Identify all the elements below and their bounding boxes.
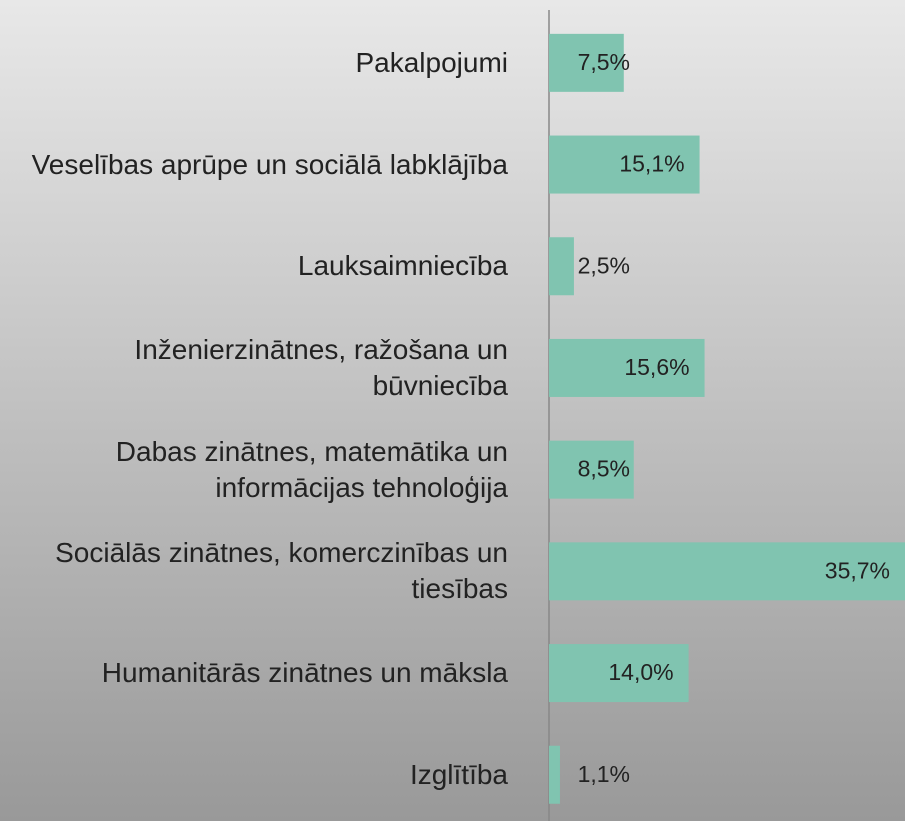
- bar: [549, 542, 905, 601]
- bar: [549, 338, 705, 397]
- category-label: Dabas zinātnes, matemātika un informācij…: [115, 435, 508, 503]
- category-label: Veselības aprūpe un sociālā labklājība: [31, 148, 508, 180]
- category-label: Humanitārās zinātnes un māksla: [101, 657, 508, 689]
- category-label-box: Pakalpojumi: [4, 12, 508, 114]
- value-label: 15,1%: [619, 151, 684, 177]
- category-label-box: Izglītība: [4, 724, 508, 821]
- value-label: 35,7%: [825, 557, 890, 583]
- category-label-box: Dabas zinātnes, matemātika un informācij…: [4, 419, 508, 521]
- category-label: Pakalpojumi: [355, 46, 508, 78]
- category-label: Inženierzinātnes, ražošana un būvniecība: [134, 333, 508, 401]
- category-label: Sociālās zinātnes, komerczinības un ties…: [55, 537, 508, 605]
- value-label: 15,6%: [624, 354, 689, 380]
- value-label: 8,5%: [578, 456, 630, 482]
- category-label: Izglītība: [409, 758, 508, 790]
- bar: [549, 135, 700, 194]
- bar: [549, 745, 560, 804]
- value-label: 1,1%: [578, 761, 630, 787]
- bar: [549, 33, 624, 92]
- category-label: Lauksaimniecība: [297, 250, 508, 282]
- category-label-box: Veselības aprūpe un sociālā labklājība: [4, 114, 508, 216]
- bar: [549, 644, 689, 703]
- value-label: 2,5%: [578, 252, 630, 278]
- bar: [549, 237, 574, 296]
- value-label: 14,0%: [608, 659, 673, 685]
- category-label-box: Inženierzinātnes, ražošana un būvniecība: [4, 317, 508, 419]
- category-label-box: Lauksaimniecība: [4, 215, 508, 317]
- category-label-box: Sociālās zinātnes, komerczinības un ties…: [4, 521, 508, 623]
- value-label: 7,5%: [578, 49, 630, 75]
- category-label-box: Humanitārās zinātnes un māksla: [4, 622, 508, 724]
- bar: [549, 440, 634, 499]
